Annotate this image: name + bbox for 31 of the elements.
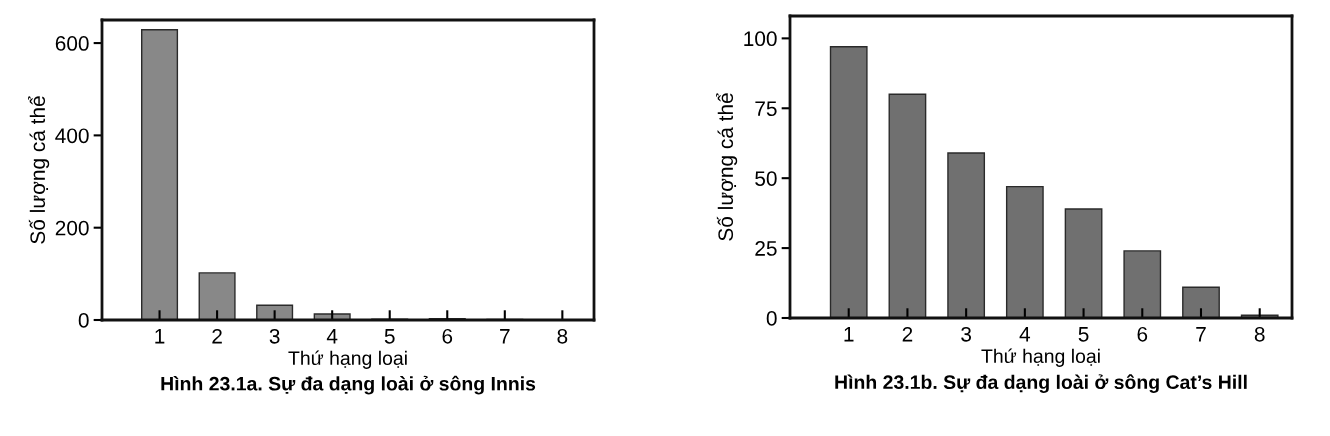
x-tick-label: 5 <box>1078 327 1089 342</box>
x-tick-label: 3 <box>269 328 280 344</box>
x-tick-label: 4 <box>326 329 338 344</box>
y-axis-title: Số lượng cá thể <box>716 93 738 241</box>
x-tick-label: 6 <box>1137 326 1148 342</box>
x-tick-label: 1 <box>155 329 165 344</box>
y-tick-label: 400 <box>55 128 89 144</box>
y-tick-label: 100 <box>744 31 777 47</box>
y-axis-title: Số lượng cá thể <box>28 96 50 244</box>
x-tick-label: 6 <box>442 328 453 344</box>
y-tick-label: 200 <box>55 220 89 236</box>
text: Hình 23.1b. Sự đa dạng loài ở sông Cat’s Hill <box>835 374 1247 393</box>
x-tick-label: 2 <box>212 328 222 344</box>
x-axis-title: Thứ hạng loại <box>288 350 407 369</box>
y-tick-label: 25 <box>755 241 777 256</box>
y-tick-label: 0 <box>766 311 777 326</box>
x-tick-label: 7 <box>500 329 510 344</box>
x-tick-label: 5 <box>384 329 395 344</box>
x-axis-title: Thứ hạng loại <box>981 348 1100 367</box>
y-tick-label: 75 <box>755 101 777 117</box>
x-tick-label: 8 <box>1254 326 1265 342</box>
y-tick-label: 50 <box>755 171 777 186</box>
x-tick-label: 8 <box>557 328 568 344</box>
x-tick-label: 2 <box>902 326 913 342</box>
y-tick-label: 600 <box>55 36 89 51</box>
y-tick-label: 0 <box>78 313 89 328</box>
x-tick-label: 1 <box>844 327 854 342</box>
x-tick-label: 7 <box>1196 327 1206 342</box>
x-tick-label: 4 <box>1019 327 1031 342</box>
x-tick-label: 3 <box>961 326 972 342</box>
text: Hình 23.1a. Sự đa dạng loài ở sông Innis <box>161 375 536 395</box>
